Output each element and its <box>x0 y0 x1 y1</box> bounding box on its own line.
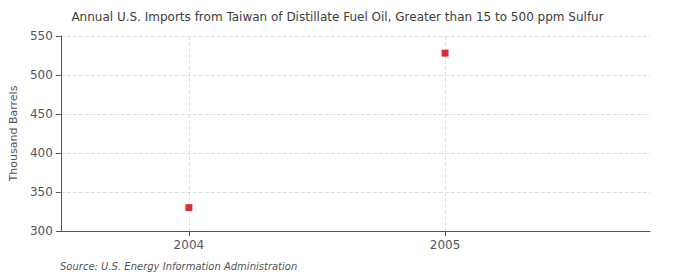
svg-text:2004: 2004 <box>174 238 205 252</box>
svg-text:350: 350 <box>30 185 53 199</box>
svg-text:Annual U.S. Imports from Taiwa: Annual U.S. Imports from Taiwan of Disti… <box>71 10 603 24</box>
svg-text:Source: U.S. Energy Informatio: Source: U.S. Energy Information Administ… <box>60 261 297 272</box>
svg-text:Thousand Barrels: Thousand Barrels <box>7 85 20 182</box>
svg-text:300: 300 <box>30 224 53 238</box>
svg-text:400: 400 <box>30 146 53 160</box>
svg-text:450: 450 <box>30 107 53 121</box>
svg-text:2005: 2005 <box>430 238 461 252</box>
svg-text:500: 500 <box>30 68 53 82</box>
svg-text:550: 550 <box>30 29 53 43</box>
